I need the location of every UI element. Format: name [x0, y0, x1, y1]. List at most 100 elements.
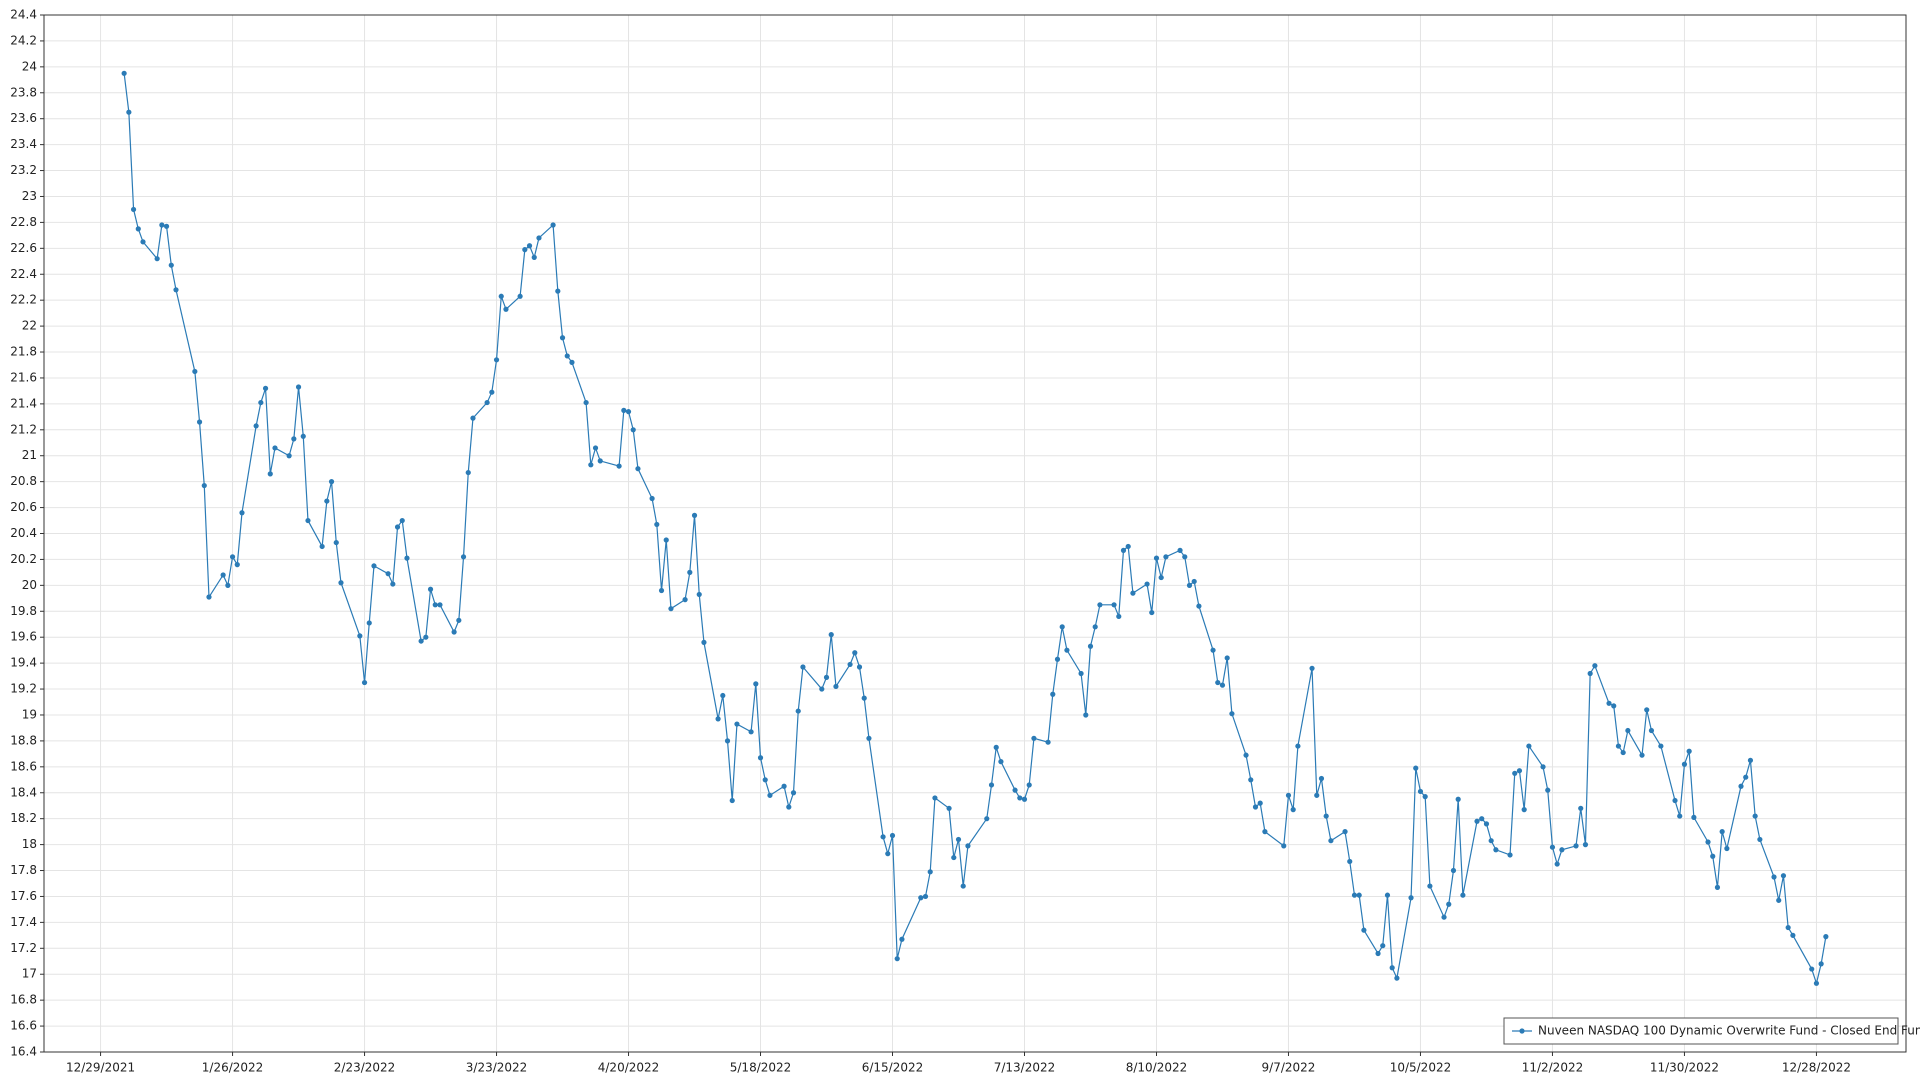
y-tick-label: 19.4 — [10, 656, 37, 670]
data-point — [1229, 711, 1235, 717]
data-point — [1243, 752, 1249, 758]
data-point — [720, 692, 726, 699]
data-point — [427, 586, 434, 592]
data-point — [724, 738, 731, 744]
data-point — [658, 587, 665, 594]
data-point — [522, 247, 528, 253]
data-point — [965, 843, 971, 849]
x-tick-label: 4/20/2022 — [598, 1061, 660, 1075]
data-point — [1130, 590, 1136, 596]
data-point — [753, 681, 759, 687]
data-point — [668, 606, 674, 612]
data-point — [734, 721, 740, 727]
data-point — [239, 510, 245, 516]
data-point — [861, 695, 867, 701]
data-point — [1427, 883, 1433, 889]
data-point — [1158, 574, 1164, 581]
data-point — [993, 744, 999, 750]
data-point — [220, 572, 226, 578]
y-tick-label: 20.6 — [10, 500, 37, 514]
data-point — [493, 357, 500, 363]
y-tick-label: 19.2 — [10, 682, 37, 696]
data-point — [1347, 858, 1353, 865]
y-tick-label: 20.4 — [10, 526, 37, 540]
y-tick-label: 18 — [22, 837, 37, 851]
data-point — [795, 708, 801, 714]
data-point — [1540, 764, 1546, 770]
data-point — [951, 854, 957, 861]
data-point — [1441, 914, 1447, 920]
data-point — [1186, 582, 1193, 588]
x-tick-label: 10/5/2022 — [1390, 1061, 1452, 1075]
x-tick-label: 11/2/2022 — [1522, 1061, 1584, 1075]
y-tick-label: 21.8 — [10, 345, 37, 359]
x-tick-label: 8/10/2022 — [1126, 1061, 1188, 1075]
data-point — [1408, 895, 1414, 901]
data-point — [1526, 743, 1532, 749]
data-point — [262, 385, 269, 391]
data-point — [154, 256, 160, 262]
data-point — [1031, 735, 1037, 741]
data-point — [654, 521, 660, 528]
data-point — [588, 462, 594, 468]
data-point — [1644, 707, 1650, 713]
data-point — [1724, 845, 1730, 852]
data-point — [394, 524, 401, 530]
data-point — [569, 359, 575, 365]
data-point — [1050, 691, 1056, 697]
data-point — [1512, 770, 1518, 776]
data-point — [1479, 816, 1485, 822]
data-point — [1587, 670, 1593, 677]
data-point — [701, 639, 707, 645]
data-point — [234, 562, 240, 568]
data-point — [1215, 679, 1221, 686]
data-point — [1620, 749, 1626, 756]
data-point — [1681, 761, 1688, 767]
data-point — [767, 792, 773, 798]
data-point — [319, 543, 325, 550]
data-point — [1059, 624, 1065, 630]
y-tick-label: 16.8 — [10, 993, 37, 1007]
data-point — [856, 664, 863, 670]
y-tick-label: 17.2 — [10, 941, 37, 955]
y-tick-label: 22.4 — [10, 267, 37, 281]
legend-swatch-marker — [1519, 1028, 1525, 1034]
y-tick-label: 19.6 — [10, 630, 37, 644]
y-tick-label: 17.4 — [10, 915, 37, 929]
data-point — [1351, 892, 1358, 898]
data-point — [159, 222, 165, 228]
y-tick-label: 21 — [22, 448, 37, 462]
data-point — [1092, 624, 1098, 630]
y-tick-label: 22.2 — [10, 293, 37, 307]
y-tick-label: 24.2 — [10, 33, 37, 47]
data-point — [1026, 782, 1032, 788]
data-point — [1818, 961, 1824, 967]
data-point — [1559, 847, 1565, 853]
data-point — [550, 222, 556, 228]
data-point — [1672, 797, 1678, 804]
data-point — [1592, 663, 1598, 669]
data-point — [451, 629, 457, 635]
data-point — [1488, 838, 1494, 844]
x-tick-label: 5/18/2022 — [730, 1061, 792, 1075]
legend: Nuveen NASDAQ 100 Dynamic Overwrite Fund… — [1503, 1017, 1920, 1045]
data-point — [687, 569, 693, 575]
data-point — [1776, 897, 1782, 903]
data-point — [1196, 603, 1202, 609]
data-point — [630, 427, 636, 433]
data-point — [121, 70, 127, 76]
data-point — [1281, 843, 1287, 849]
data-point — [1554, 861, 1560, 867]
x-tick-label: 3/23/2022 — [466, 1061, 528, 1075]
data-point — [272, 445, 278, 451]
data-point — [1017, 795, 1023, 801]
data-point — [696, 591, 702, 598]
data-point — [1757, 836, 1763, 843]
data-point — [1743, 774, 1749, 780]
data-point — [465, 469, 471, 476]
data-point — [1394, 975, 1400, 981]
data-point — [130, 206, 137, 213]
x-tick-label: 1/26/2022 — [202, 1061, 264, 1075]
y-tick-label: 22.6 — [10, 241, 37, 255]
data-point — [663, 537, 669, 543]
